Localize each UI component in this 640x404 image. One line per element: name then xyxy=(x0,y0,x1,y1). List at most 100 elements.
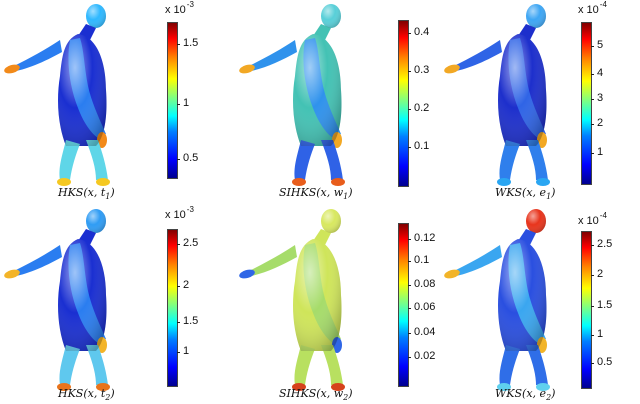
torso-shading xyxy=(293,239,342,351)
colorbar-tick-label: 0.5 xyxy=(597,356,613,368)
colorbar-tick-label: 1 xyxy=(597,146,604,158)
left-foot xyxy=(57,383,71,391)
torso-shading xyxy=(498,34,547,146)
colorbar-tick-label: 0.1 xyxy=(414,140,430,152)
colorbar-tick-mark xyxy=(408,33,411,34)
scale-exponent: -4 xyxy=(599,211,607,220)
caption: HKS(x, t1) xyxy=(58,186,115,201)
caption-text: WKS(x, e xyxy=(495,387,547,400)
head-shading xyxy=(526,209,546,233)
colorbar-tick-mark xyxy=(408,285,411,286)
colorbar-tick-mark xyxy=(591,124,594,125)
caption: WKS(x, e2) xyxy=(495,387,555,402)
right-leg xyxy=(321,345,343,385)
head-shading xyxy=(86,209,106,233)
colorbar-tick-mark xyxy=(177,159,180,160)
colorbar-tick-mark xyxy=(177,104,180,105)
caption-text: SIHKS(x, w xyxy=(279,387,344,400)
torso-shading xyxy=(293,34,342,146)
colorbar-tick-label: 0.12 xyxy=(414,232,436,244)
colorbar-tick-label: 0.5 xyxy=(183,152,199,164)
left-arm xyxy=(245,245,297,277)
left-arm xyxy=(245,40,297,72)
left-foot xyxy=(292,383,306,391)
colorbar-tick-mark xyxy=(591,335,594,336)
right-foot xyxy=(331,178,345,186)
colorbar-tick-mark xyxy=(408,147,411,148)
scale-exponent: -3 xyxy=(186,205,194,214)
scale-base: x 10 xyxy=(165,209,186,221)
caption: SIHKS(x, w2) xyxy=(279,387,353,402)
colorbar-tick-label: 4 xyxy=(597,67,604,79)
colorbar-tick-mark xyxy=(408,333,411,334)
left-hand xyxy=(4,64,20,74)
colorbar-tick-mark xyxy=(591,46,594,47)
left-foot xyxy=(57,178,71,186)
colorbar xyxy=(398,20,409,187)
colorbar-tick-mark xyxy=(177,352,180,353)
colorbar-tick-label: 1 xyxy=(183,345,190,357)
right-foot xyxy=(536,178,550,186)
caption-subscript: 2 xyxy=(546,393,552,403)
panel-hks-t2: HKS(x, t2) x 10-3 2.5 2 1.5 1 xyxy=(0,205,200,404)
shape-figure xyxy=(4,4,110,186)
colorbar-scale-label: x 10-4 xyxy=(578,211,607,227)
right-foot xyxy=(96,383,110,391)
colorbar-tick-label: 2.5 xyxy=(183,237,199,249)
caption-close: ) xyxy=(110,387,115,400)
caption-close: ) xyxy=(551,387,556,400)
colorbar-scale-label: x 10-4 xyxy=(578,0,607,16)
left-arm xyxy=(10,40,62,72)
colorbar-tick-label: 2 xyxy=(597,117,604,129)
colorbar-tick-mark xyxy=(591,306,594,307)
caption-text: SIHKS(x, w xyxy=(279,186,344,199)
colorbar xyxy=(167,22,178,179)
torso-shading xyxy=(58,34,107,146)
right-foot xyxy=(536,383,550,391)
left-leg xyxy=(59,345,80,385)
colorbar-tick-label: 2 xyxy=(597,268,604,280)
left-arm xyxy=(10,245,62,277)
left-foot xyxy=(497,178,511,186)
colorbar-tick-mark xyxy=(591,74,594,75)
colorbar-tick-mark xyxy=(408,109,411,110)
panel-sihks-w2: SIHKS(x, w2) 0.12 0.1 0.08 0.06 0.04 0.02 xyxy=(215,205,435,404)
left-arm xyxy=(450,245,502,277)
colorbar xyxy=(581,22,592,185)
colorbar-tick-label: 2.5 xyxy=(597,238,613,250)
colorbar xyxy=(167,229,178,387)
right-leg xyxy=(321,140,343,180)
colorbar-tick-mark xyxy=(591,275,594,276)
colorbar-scale-label xyxy=(398,209,399,221)
left-hand xyxy=(444,269,460,279)
colorbar-tick-mark xyxy=(408,71,411,72)
scale-base: x 10 xyxy=(578,215,599,227)
caption-text: HKS(x, t xyxy=(58,387,106,400)
colorbar-tick-mark xyxy=(591,99,594,100)
caption-subscript: 2 xyxy=(105,393,111,403)
colorbar-tick-label: 1.5 xyxy=(183,315,199,327)
colorbar-tick-mark xyxy=(591,363,594,364)
colorbar-scale-label: x 10-3 xyxy=(165,205,194,221)
caption: SIHKS(x, w1) xyxy=(279,186,353,201)
left-hand xyxy=(239,64,255,74)
colorbar-tick-label: 2 xyxy=(183,279,190,291)
torso-shading xyxy=(498,239,547,351)
left-arm xyxy=(450,40,502,72)
caption-close: ) xyxy=(110,186,115,199)
caption: HKS(x, t2) xyxy=(58,387,115,402)
colorbar xyxy=(398,223,409,387)
left-foot xyxy=(497,383,511,391)
scale-exponent: -4 xyxy=(599,0,607,9)
colorbar-tick-label: 0.2 xyxy=(414,102,430,114)
colorbar-tick-label: 5 xyxy=(597,39,604,51)
colorbar-tick-label: 0.3 xyxy=(414,64,430,76)
right-foot xyxy=(331,383,345,391)
caption-subscript: 1 xyxy=(546,192,552,202)
colorbar-tick-label: 1.5 xyxy=(597,299,613,311)
panel-hks-t1: HKS(x, t1) x 10-3 1.5 1 0.5 xyxy=(0,0,200,201)
shape-figure xyxy=(239,4,345,186)
right-leg xyxy=(526,345,548,385)
torso-shading xyxy=(58,239,107,351)
